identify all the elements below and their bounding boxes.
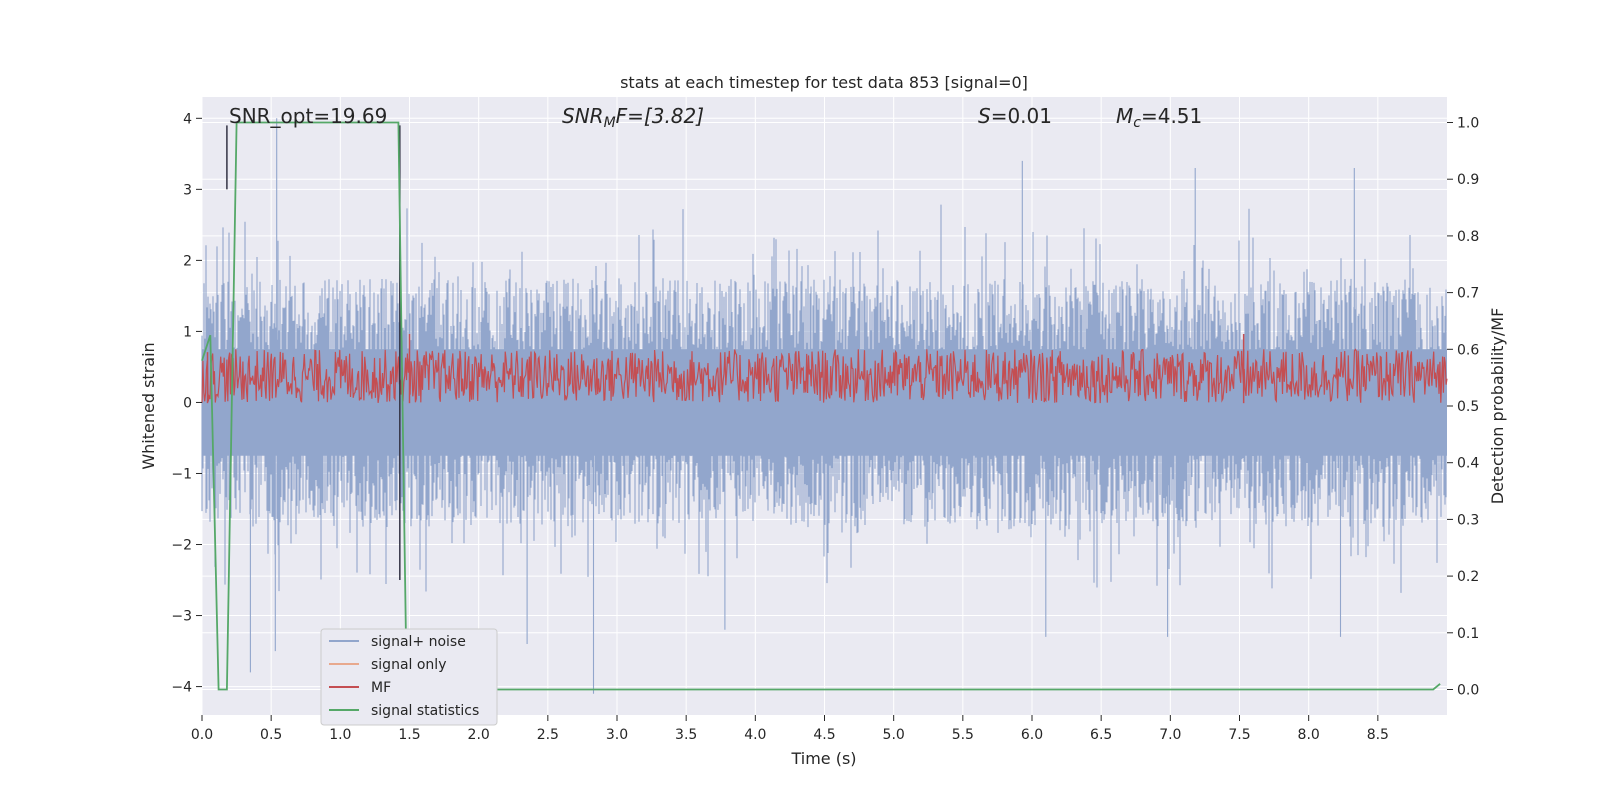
y-tick-label: −4 <box>171 680 192 696</box>
y-tick-label: 4 <box>183 111 192 127</box>
y-axis-left-ticks: 4 3 2 1 0 −1 −2 −3 −4 <box>171 111 202 696</box>
mf-series <box>201 333 1448 404</box>
y-right-tick-label: 0.9 <box>1457 172 1479 188</box>
legend-item-signal-noise: signal+ noise <box>329 634 466 650</box>
x-tick-label: 3.5 <box>675 727 697 743</box>
annotation-mc: Mc=4.51 <box>1116 104 1202 131</box>
x-tick-label: 7.5 <box>1228 727 1250 743</box>
x-tick-label: 4.0 <box>744 727 766 743</box>
x-tick-label: 0.5 <box>260 727 282 743</box>
y-right-tick-label: 0.4 <box>1457 456 1479 472</box>
svg-text:SNRMF=[3.82]: SNRMF=[3.82] <box>562 104 704 131</box>
svg-text:signal+ noise: signal+ noise <box>371 634 466 650</box>
y-axis-right-label: Detection probability/MF <box>1488 308 1507 505</box>
y-right-tick-label: 0.7 <box>1457 286 1479 302</box>
chart-title: stats at each timestep for test data 853… <box>620 73 1028 92</box>
legend-item-signal-statistics: signal statistics <box>329 703 479 719</box>
x-tick-label: 2.5 <box>537 727 559 743</box>
annotation-snr-opt: SNR_opt=19.69 <box>229 104 387 128</box>
x-tick-label: 7.0 <box>1159 727 1181 743</box>
y-axis-label: Whitened strain <box>139 342 158 469</box>
x-axis-ticks: 0.0 0.5 1.0 1.5 2.0 2.5 3.0 3.5 4.0 4.5 5.0 5.5 6.0 6… <box>191 715 1389 743</box>
x-tick-label: 6.0 <box>1021 727 1043 743</box>
y-tick-label: −3 <box>171 609 192 625</box>
y-right-tick-label: 0.1 <box>1457 626 1479 642</box>
x-tick-label: 2.0 <box>468 727 490 743</box>
x-tick-label: 8.0 <box>1298 727 1320 743</box>
x-tick-label: 5.0 <box>883 727 905 743</box>
x-tick-label: 1.0 <box>329 727 351 743</box>
svg-text:Mc=4.51: Mc=4.51 <box>1116 104 1202 131</box>
x-tick-label: 8.5 <box>1367 727 1389 743</box>
y-right-tick-label: 0.0 <box>1457 682 1479 698</box>
legend: signal+ noise signal only MF signal stat… <box>320 628 498 726</box>
x-axis-label: Time (s) <box>790 749 856 768</box>
y-tick-label: 0 <box>183 395 192 411</box>
x-tick-label: 3.0 <box>606 727 628 743</box>
y-right-tick-label: 0.8 <box>1457 229 1479 245</box>
y-right-tick-label: 0.5 <box>1457 399 1479 415</box>
x-tick-label: 6.5 <box>1090 727 1112 743</box>
svg-text:MF: MF <box>371 680 391 696</box>
x-tick-label: 4.5 <box>813 727 835 743</box>
y-axis-right-ticks: 1.0 0.9 0.8 0.7 0.6 0.5 0.4 0.3 0.2 0.1 0.0 <box>1447 116 1479 698</box>
legend-item-signal-only: signal only <box>329 657 446 673</box>
svg-text:signal only: signal only <box>371 657 446 673</box>
svg-text:S=0.01: S=0.01 <box>978 104 1052 128</box>
y-right-tick-label: 0.2 <box>1457 569 1479 585</box>
annotation-s: S=0.01 <box>978 104 1052 128</box>
x-tick-label: 0.0 <box>191 727 213 743</box>
y-tick-label: 3 <box>183 182 192 198</box>
signal-statistics-line <box>201 121 1441 691</box>
y-tick-label: 2 <box>183 253 192 269</box>
legend-item-mf: MF <box>329 680 391 696</box>
x-tick-label: 1.5 <box>398 727 420 743</box>
y-tick-label: −2 <box>171 538 192 554</box>
y-tick-label: 1 <box>183 324 192 340</box>
svg-text:signal statistics: signal statistics <box>371 703 479 719</box>
y-right-tick-label: 0.3 <box>1457 512 1479 528</box>
y-right-tick-label: 0.6 <box>1457 342 1479 358</box>
legend-frame <box>320 628 498 726</box>
y-right-tick-label: 1.0 <box>1457 116 1479 132</box>
annotation-snr-mf: SNRMF=[3.82] <box>562 104 704 131</box>
signal-statistics-series <box>201 121 1441 691</box>
x-tick-label: 5.5 <box>952 727 974 743</box>
y-tick-label: −1 <box>171 466 192 482</box>
